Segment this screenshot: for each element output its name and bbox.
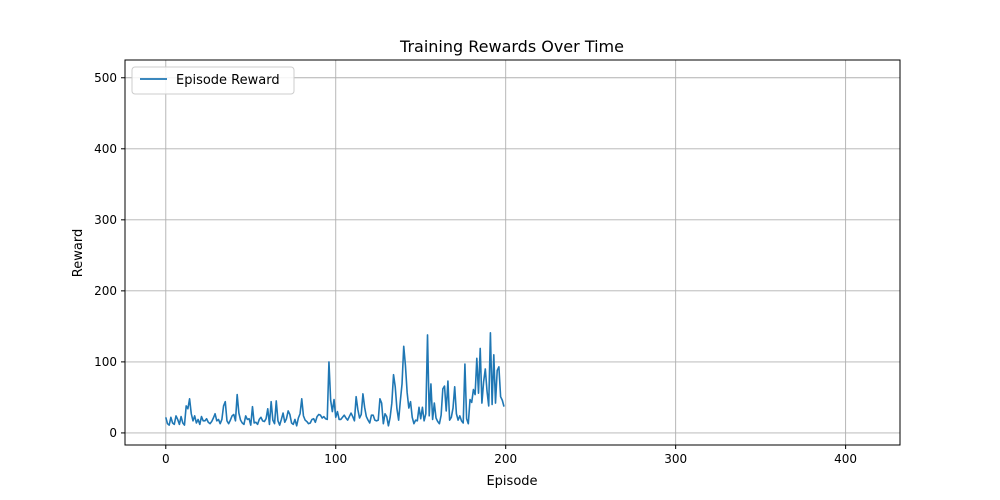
- legend: Episode Reward: [131, 66, 295, 95]
- x-tick-label: 400: [834, 452, 857, 466]
- chart-title: Training Rewards Over Time: [399, 37, 624, 56]
- y-axis-label: Reward: [71, 229, 86, 277]
- y-tick-label: 0: [109, 426, 117, 440]
- x-tick-label: 300: [664, 452, 687, 466]
- x-axis-label: Episode: [486, 474, 537, 489]
- x-tick-label: 200: [494, 452, 517, 466]
- y-tick-label: 400: [94, 142, 117, 156]
- grid-lines: [125, 60, 900, 445]
- x-tick-label: 0: [162, 452, 170, 466]
- x-axis-ticks: 0 100 200 300 400: [162, 445, 857, 466]
- y-tick-label: 300: [94, 213, 117, 227]
- y-tick-label: 500: [94, 71, 117, 85]
- plot-frame: [124, 59, 901, 446]
- x-tick-label: 100: [324, 452, 347, 466]
- y-tick-label: 100: [94, 355, 117, 369]
- y-tick-label: 200: [94, 284, 117, 298]
- series-layer: [165, 331, 505, 427]
- y-axis-ticks: 0 100 200 300 400 500: [94, 71, 125, 440]
- reward-series-line: [165, 331, 505, 427]
- legend-label: Episode Reward: [176, 73, 280, 88]
- legend-box: [131, 66, 295, 95]
